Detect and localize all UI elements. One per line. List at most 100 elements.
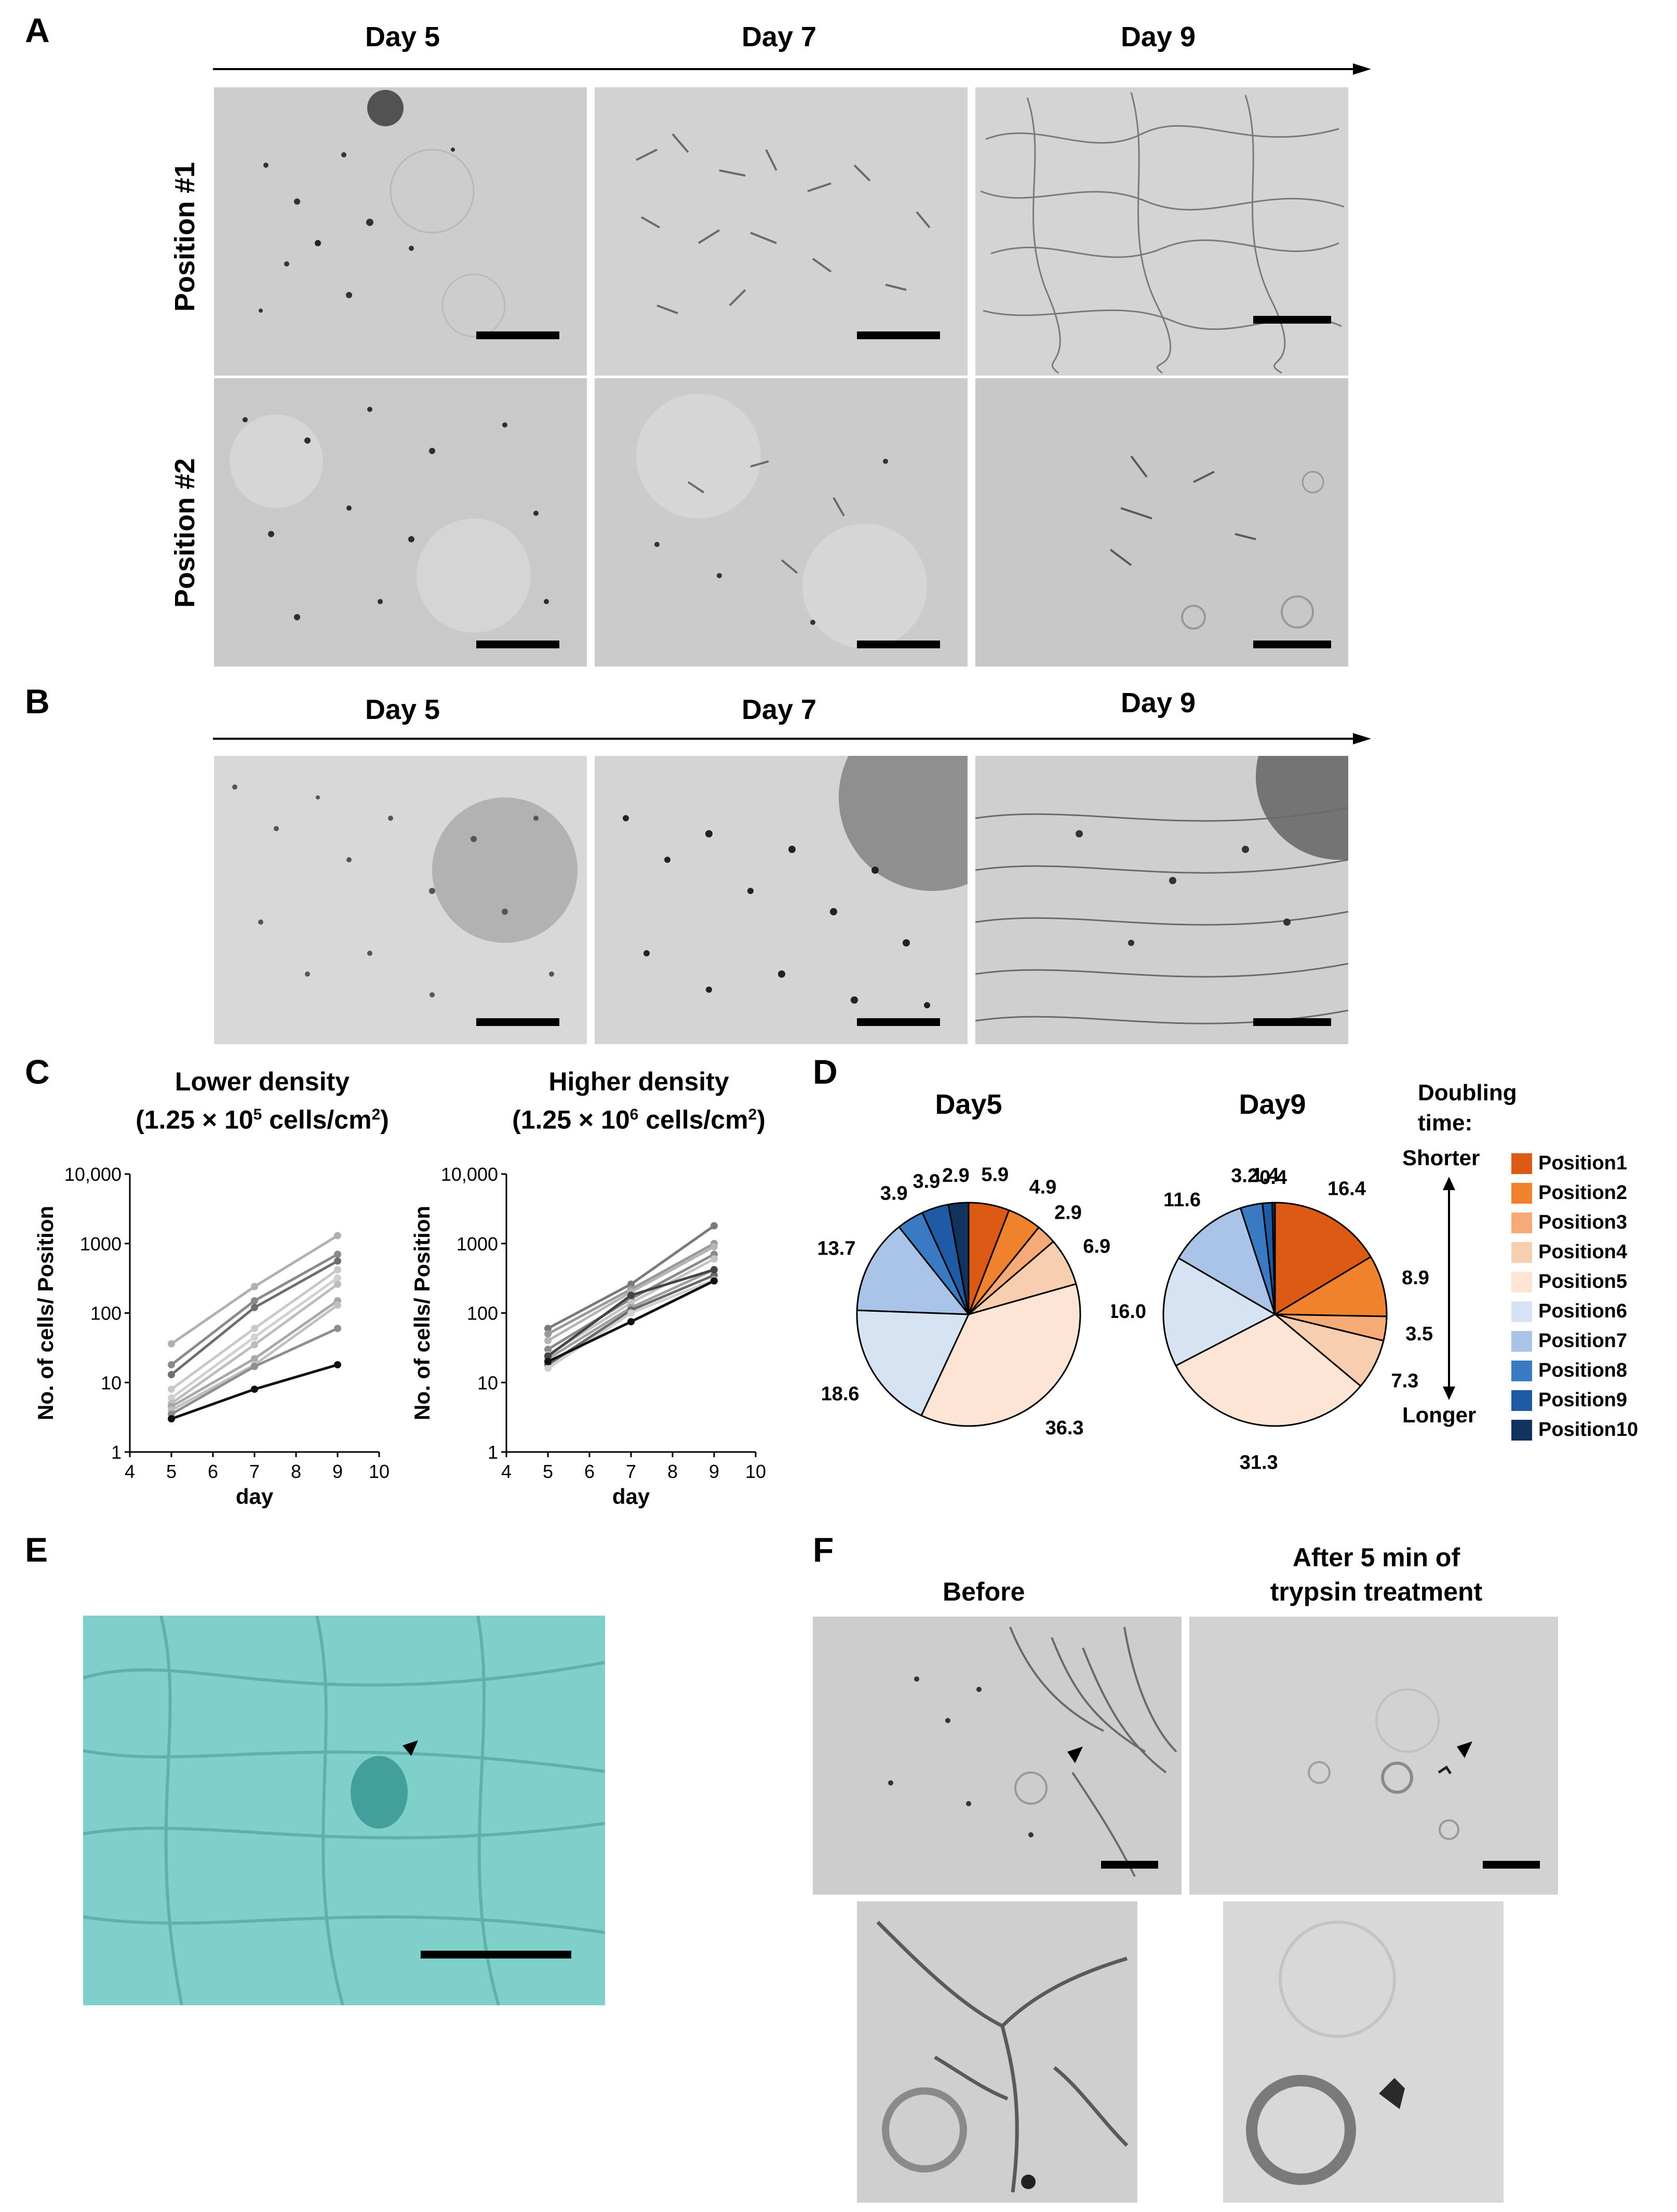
scale-bar <box>1101 1861 1158 1869</box>
day-label-a-2: Day 7 <box>741 21 817 52</box>
chart-title-line2: (1.25 × 105 cells/cm2) <box>136 1105 389 1135</box>
data-point <box>251 1333 258 1341</box>
micrograph-e-stained-cells <box>83 1616 605 2005</box>
day-label-b-2: Day 7 <box>741 694 817 725</box>
pie-slice <box>1274 1313 1385 1388</box>
data-point <box>168 1340 175 1348</box>
doubling-time-arrow-icon <box>1443 1177 1455 1400</box>
data-point <box>251 1297 258 1304</box>
legend-label: Position9 <box>1538 1389 1628 1411</box>
pie-slice <box>856 1225 971 1315</box>
x-tick-label: 8 <box>291 1461 301 1482</box>
longer-label: Longer <box>1402 1403 1477 1427</box>
micrograph-a-pos1-day9 <box>975 87 1348 376</box>
panel-letter-e: E <box>25 1530 48 1569</box>
scale-bar <box>476 331 559 339</box>
y-tick-label: 1000 <box>80 1233 122 1255</box>
row-label-position-1: Position #1 <box>169 162 200 312</box>
panel-letter-c: C <box>25 1052 50 1091</box>
line-chart-lower-density: 1 10 100 1000 10,000 4 5 6 7 8 9 10 day No. of cells/… <box>33 1164 390 1509</box>
y-tick-label: 10,000 <box>441 1164 498 1185</box>
pie-slice <box>1271 1202 1276 1315</box>
micrograph-f-before-zoom <box>857 1901 1137 2203</box>
timeline-arrow-b <box>213 733 1371 744</box>
x-tick-label: 7 <box>249 1461 260 1482</box>
y-tick-label: 1000 <box>457 1233 498 1255</box>
slice-label: 5.9 <box>981 1164 1009 1186</box>
data-point <box>251 1385 258 1393</box>
legend-label: Position10 <box>1538 1419 1639 1441</box>
legend-label: Position5 <box>1538 1271 1628 1292</box>
day-label-a-1: Day 5 <box>365 21 440 52</box>
x-tick-label: 8 <box>667 1461 678 1482</box>
y-tick-label: 10 <box>101 1372 122 1393</box>
micrograph-a-pos1-day7 <box>595 87 968 376</box>
data-point <box>168 1394 175 1402</box>
legend-label: Position4 <box>1538 1241 1628 1263</box>
day-label-a-3: Day 9 <box>1120 21 1196 52</box>
data-point <box>168 1415 175 1423</box>
day-label-b-1: Day 5 <box>365 694 440 725</box>
slice-label: 8.9 <box>1402 1267 1429 1289</box>
slice-label: 31.3 <box>1240 1451 1278 1473</box>
pie-slice <box>947 1202 970 1315</box>
data-point <box>334 1325 341 1332</box>
data-point <box>251 1325 258 1332</box>
y-axis-label: No. of cells/ Position <box>33 1206 58 1420</box>
slice-label: 16.4 <box>1327 1178 1366 1200</box>
scale-bar <box>1483 1861 1540 1869</box>
chart-title-line2: (1.25 × 106 cells/cm2) <box>512 1105 766 1135</box>
micrograph-a-pos2-day9 <box>975 378 1348 667</box>
data-point <box>251 1355 258 1363</box>
legend-swatch <box>1511 1331 1532 1352</box>
y-tick-label: 10 <box>477 1372 498 1393</box>
legend-swatch <box>1511 1301 1532 1322</box>
y-tick-label: 10,000 <box>64 1164 122 1185</box>
day-label-b-3: Day 9 <box>1120 687 1196 718</box>
data-point <box>334 1274 341 1282</box>
x-tick-label: 10 <box>369 1461 390 1482</box>
scale-bar <box>1253 1018 1331 1026</box>
x-tick-label: 9 <box>709 1461 719 1482</box>
legend-label: Position1 <box>1538 1152 1628 1174</box>
label-after-trypsin: After 5 min of trypsin treatment <box>1270 1543 1483 1606</box>
data-point <box>544 1352 552 1360</box>
x-tick-label: 4 <box>501 1461 512 1482</box>
shorter-label: Shorter <box>1402 1145 1480 1170</box>
scale-bar <box>476 641 559 648</box>
slice-label: 3.2 <box>1231 1165 1258 1187</box>
micrograph-f-after-zoom <box>1223 1901 1504 2203</box>
timeline-arrow-a <box>213 63 1371 75</box>
micrograph-b-day7 <box>595 756 968 1044</box>
x-tick-label: 4 <box>125 1461 135 1482</box>
x-tick-label: 10 <box>745 1461 766 1482</box>
slice-label: 2.9 <box>1054 1202 1082 1224</box>
slice-label: 3.9 <box>880 1183 908 1205</box>
data-point <box>334 1232 341 1240</box>
pie-chart-day9: 16.4 8.9 3.5 7.3 31.3 16.0 11.6 3.21.40.4 <box>1111 1165 1433 1474</box>
data-point <box>544 1357 552 1365</box>
slice-label: 36.3 <box>1045 1417 1084 1439</box>
scale-bar <box>857 1018 940 1026</box>
pie-slice <box>1274 1202 1372 1316</box>
pie-chart-day5: 5.94.92.96.936.318.613.73.93.9 2.9 <box>817 1164 1111 1439</box>
data-point <box>710 1222 718 1230</box>
slice-label: 11.6 <box>1163 1189 1201 1211</box>
scale-bar <box>857 641 940 648</box>
data-point <box>251 1283 258 1290</box>
pie-slice <box>856 1309 970 1417</box>
slice-label: 3.9 <box>913 1170 940 1192</box>
data-point <box>168 1371 175 1379</box>
legend-label: Position6 <box>1538 1300 1628 1322</box>
x-tick-label: 5 <box>543 1461 553 1482</box>
pie-slice <box>1162 1257 1277 1367</box>
legend-swatch <box>1511 1212 1532 1233</box>
pie-title-day5: Day5 <box>935 1089 1002 1120</box>
slice-label: 6.9 <box>1083 1236 1110 1258</box>
data-point <box>710 1277 718 1285</box>
scale-bar <box>857 331 940 339</box>
pie-slice <box>1272 1256 1388 1317</box>
data-point <box>710 1243 718 1250</box>
micrograph-a-pos2-day5 <box>214 378 587 667</box>
x-tick-label: 6 <box>208 1461 218 1482</box>
